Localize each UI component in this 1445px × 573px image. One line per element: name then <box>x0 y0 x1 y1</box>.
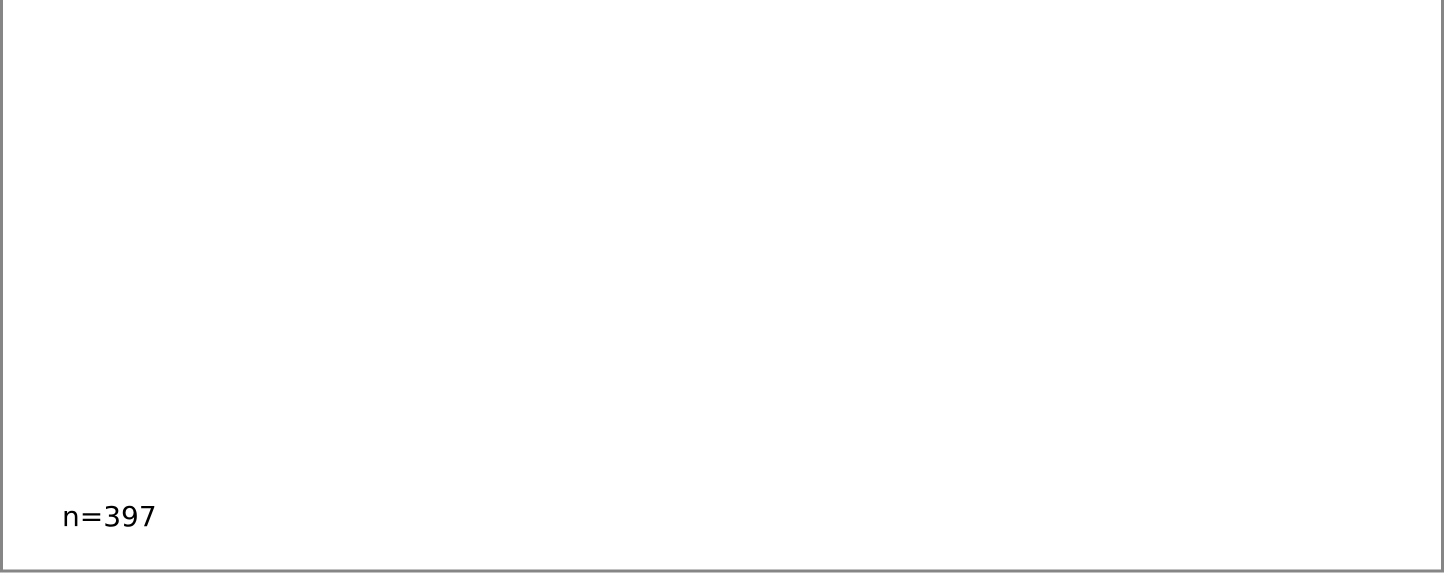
annotation: n=397 <box>62 500 157 533</box>
